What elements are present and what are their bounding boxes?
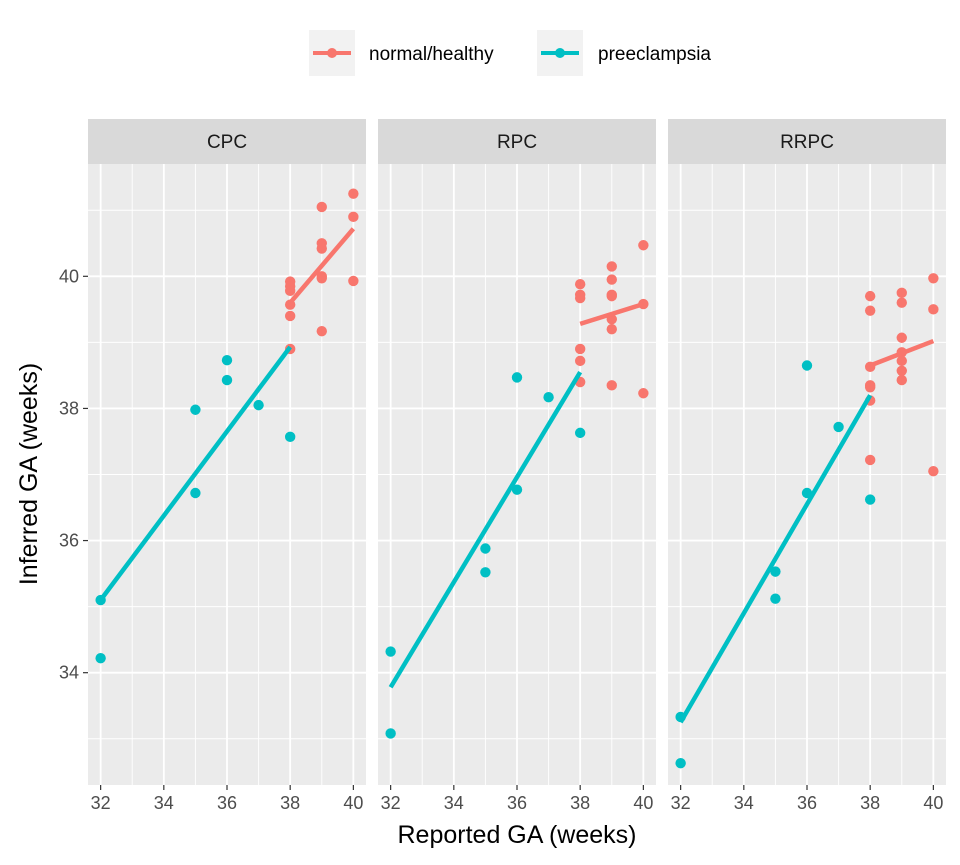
data-point-preeclampsia [190, 487, 201, 499]
data-point-preeclampsia [801, 360, 813, 371]
data-point-preeclampsia [574, 427, 586, 439]
x-axis-title: Reported GA (weeks) [398, 821, 637, 849]
y-tick-label: 36 [59, 531, 79, 551]
facet-strip-label: RRPC [780, 132, 834, 153]
data-point-normal [574, 355, 586, 367]
data-point-normal [896, 297, 907, 308]
data-point-normal [864, 290, 876, 302]
facet-strip-label: CPC [207, 132, 247, 153]
legend-dot-normal [327, 48, 337, 58]
data-point-preeclampsia [511, 484, 523, 495]
x-tick-label: 40 [343, 793, 363, 813]
facet-strip [668, 119, 946, 164]
data-point-normal [928, 465, 939, 477]
data-point-normal [864, 305, 876, 316]
x-tick-label: 34 [444, 793, 464, 813]
x-tick-label: 36 [797, 793, 817, 813]
data-point-normal [896, 287, 907, 299]
data-point-preeclampsia [480, 567, 491, 578]
data-point-preeclampsia [385, 646, 396, 657]
legend-dot-preeclampsia [555, 48, 565, 58]
legend: normal/healthy preeclampsia [309, 30, 711, 76]
fit-line-preeclampsia [388, 370, 583, 689]
facet-panel-rpc: RPC 32 34 36 38 40 [378, 119, 656, 813]
data-point-normal [316, 273, 327, 284]
data-point-preeclampsia [385, 728, 396, 739]
data-point-normal [606, 290, 617, 302]
fit-line-normal [869, 338, 935, 368]
facet-panel-rrpc: RRPC 32 34 36 38 40 [668, 119, 946, 813]
data-point-preeclampsia [770, 566, 781, 577]
data-point-preeclampsia [221, 374, 233, 386]
data-point-preeclampsia [190, 404, 201, 415]
data-point-preeclampsia [543, 392, 554, 403]
data-point-preeclampsia [221, 355, 233, 366]
data-point-normal [284, 285, 296, 297]
x-tick-label: 40 [923, 793, 943, 813]
x-tick-label: 40 [633, 793, 653, 813]
fit-line-preeclampsia [678, 394, 873, 724]
data-point-preeclampsia [480, 543, 491, 554]
data-point-preeclampsia [284, 431, 296, 443]
x-tick-label: 32 [381, 793, 401, 813]
data-point-preeclampsia [253, 399, 264, 411]
legend-label-normal: normal/healthy [369, 44, 494, 65]
data-point-normal [896, 355, 907, 367]
y-tick-label: 34 [59, 663, 79, 683]
facet-panels: CPC 32 34 36 38 40 34 36 38 40 RPC 32 34 36 38 40 RRPC 32… [59, 119, 946, 813]
y-tick-label: 40 [59, 266, 79, 286]
data-point-preeclampsia [833, 421, 844, 433]
facet-strip [88, 119, 366, 164]
data-point-preeclampsia [95, 652, 106, 664]
data-point-normal [284, 310, 296, 322]
y-axis-title: Inferred GA (weeks) [15, 363, 43, 585]
x-tick-label: 38 [860, 793, 880, 813]
x-tick-label: 38 [570, 793, 590, 813]
data-point-normal [606, 380, 617, 391]
data-point-normal [606, 261, 617, 272]
data-point-normal [638, 388, 649, 399]
x-tick-label: 34 [734, 793, 754, 813]
data-point-normal [348, 275, 359, 287]
data-point-normal [928, 304, 939, 315]
data-point-normal [316, 201, 327, 213]
data-point-normal [638, 240, 649, 251]
fit-line-normal [579, 301, 645, 327]
x-tick-label: 34 [154, 793, 174, 813]
data-point-normal [574, 292, 586, 304]
x-tick-label: 38 [280, 793, 300, 813]
data-point-normal [574, 279, 586, 290]
data-point-normal [864, 382, 876, 393]
data-point-preeclampsia [770, 593, 781, 604]
data-point-normal [896, 374, 907, 386]
legend-label-preeclampsia: preeclampsia [598, 44, 711, 65]
y-tick-label: 38 [59, 398, 79, 418]
x-tick-label: 32 [671, 793, 691, 813]
x-tick-label: 36 [217, 793, 237, 813]
facet-strip [378, 119, 656, 164]
data-point-normal [928, 273, 939, 284]
data-point-normal [574, 343, 586, 355]
data-point-normal [348, 211, 359, 223]
data-point-normal [606, 323, 617, 335]
data-point-normal [316, 243, 327, 254]
data-point-normal [864, 454, 876, 466]
data-point-preeclampsia [511, 372, 523, 383]
data-point-preeclampsia [864, 494, 876, 505]
data-point-normal [316, 325, 327, 337]
fit-line-normal [288, 227, 356, 305]
facet-strip-label: RPC [497, 132, 537, 153]
data-point-normal [606, 274, 617, 285]
data-point-preeclampsia [675, 757, 686, 769]
data-point-normal [348, 188, 359, 199]
fit-line-preeclampsia [98, 345, 292, 602]
data-point-normal [896, 332, 907, 343]
x-tick-label: 36 [507, 793, 527, 813]
facet-panel-cpc: CPC 32 34 36 38 40 34 36 38 40 [59, 119, 366, 813]
data-point-normal [896, 365, 907, 376]
x-tick-label: 32 [91, 793, 111, 813]
